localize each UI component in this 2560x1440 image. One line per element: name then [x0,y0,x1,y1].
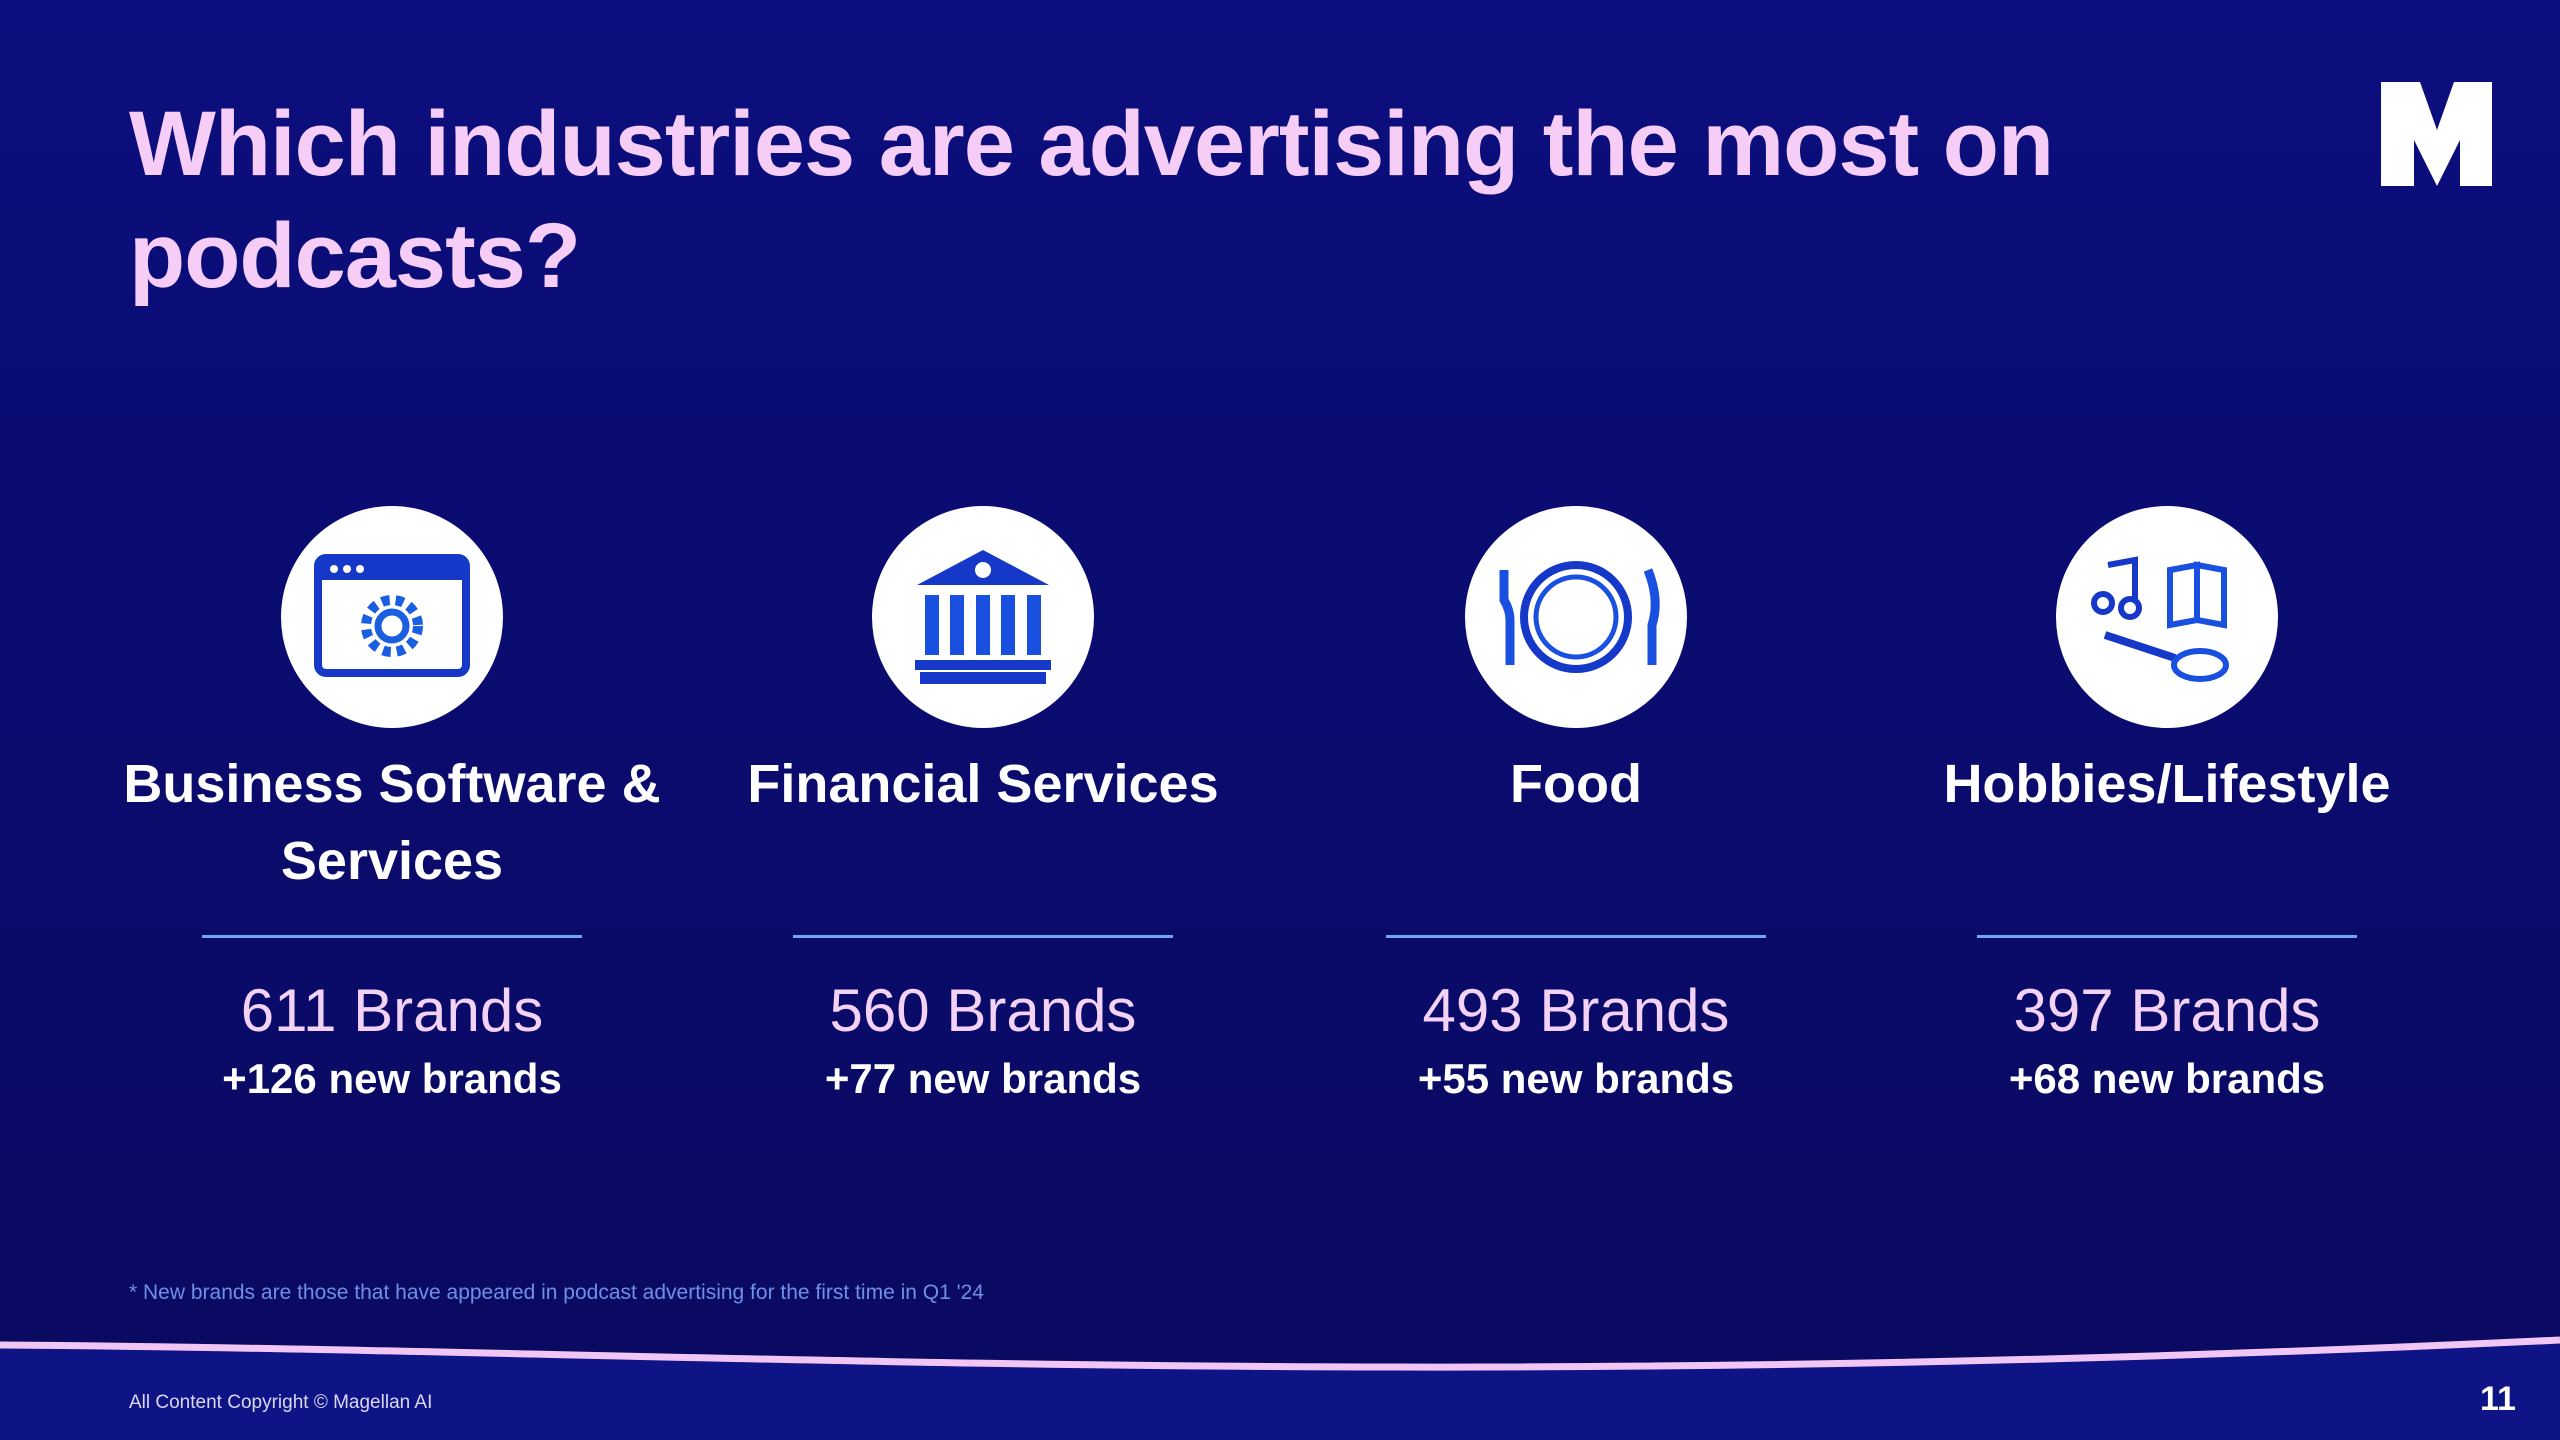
wave [0,1336,2560,1371]
divider [1386,935,1766,938]
title: Which industries are advertising the mos… [129,93,2054,307]
card-label: Food [1510,754,1642,814]
page-number: 11 [2480,1380,2516,1418]
divider [793,935,1173,938]
new-brands: +77 new brands [824,1055,1142,1102]
brand-count: 560 Brands [829,977,1137,1044]
divider [202,935,582,938]
new-brands: +126 new brands [222,1055,562,1102]
copyright: All Content Copyright © Magellan AI [129,1392,433,1413]
icon-hobbies [2056,506,2278,728]
divider [1977,935,2357,938]
icon-bank [872,506,1094,728]
brand-count: 611 Brands [240,977,544,1044]
logo [2381,82,2492,186]
card-label: Financial Services [747,754,1219,814]
brand-count: 397 Brands [2013,977,2321,1044]
new-brands: +55 new brands [1417,1055,1735,1102]
card-label: Business Software & Services [123,754,661,891]
icon-food [1465,506,1687,728]
icon-software [281,506,503,728]
new-brands: +68 new brands [2008,1055,2326,1102]
brand-count: 493 Brands [1422,977,1730,1044]
footnote: * New brands are those that have appeare… [129,1281,984,1304]
card-label: Hobbies/Lifestyle [1943,754,2391,814]
